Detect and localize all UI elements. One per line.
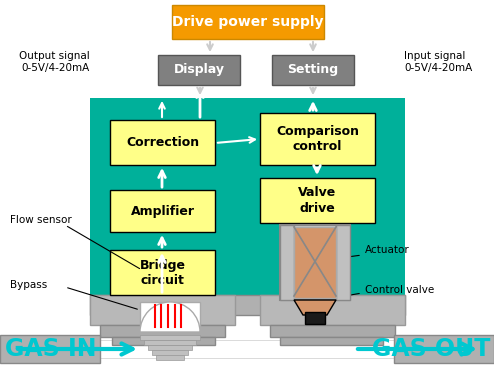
Bar (270, 325, 395, 337)
Bar (140, 335, 200, 340)
Bar (260, 178, 375, 223)
Bar (272, 55, 354, 85)
Text: Valve
drive: Valve drive (298, 187, 336, 215)
Bar (158, 55, 240, 85)
Bar (152, 350, 188, 355)
Text: GAS IN: GAS IN (5, 337, 96, 361)
Text: Amplifier: Amplifier (130, 204, 195, 218)
Text: Drive power supply: Drive power supply (172, 15, 324, 29)
Bar (280, 225, 350, 300)
Bar (0, 340, 494, 358)
Bar (280, 225, 294, 300)
Bar (394, 335, 494, 363)
Bar (110, 250, 215, 295)
Bar (336, 225, 350, 300)
Text: Output signal
0-5V/4-20mA: Output signal 0-5V/4-20mA (19, 51, 90, 73)
Bar (100, 325, 225, 337)
Bar (260, 113, 375, 165)
Text: Setting: Setting (288, 64, 338, 77)
Text: Flow sensor: Flow sensor (10, 215, 72, 225)
Bar (172, 5, 324, 39)
Bar (280, 337, 383, 345)
Bar (140, 302, 200, 332)
Bar (148, 345, 192, 350)
Bar (90, 98, 405, 308)
Bar (110, 190, 215, 232)
Text: Correction: Correction (126, 136, 199, 149)
Bar (260, 295, 405, 325)
Bar (110, 120, 215, 165)
Bar (90, 295, 235, 325)
Bar (144, 340, 196, 345)
Text: Control valve: Control valve (365, 285, 434, 295)
Bar (112, 337, 215, 345)
Bar (90, 295, 405, 315)
Bar (0, 335, 100, 363)
Text: Actuator: Actuator (365, 245, 410, 255)
Bar (305, 312, 325, 324)
Wedge shape (140, 302, 200, 332)
Text: GAS OUT: GAS OUT (371, 337, 490, 361)
Text: Bypass: Bypass (10, 280, 47, 290)
Bar (156, 355, 184, 360)
Text: Comparison
control: Comparison control (276, 125, 359, 153)
Text: Display: Display (173, 64, 224, 77)
Text: Input signal
0-5V/4-20mA: Input signal 0-5V/4-20mA (404, 51, 472, 73)
Polygon shape (294, 300, 336, 315)
Text: Bridge
circuit: Bridge circuit (139, 258, 186, 287)
Bar (294, 227, 336, 298)
